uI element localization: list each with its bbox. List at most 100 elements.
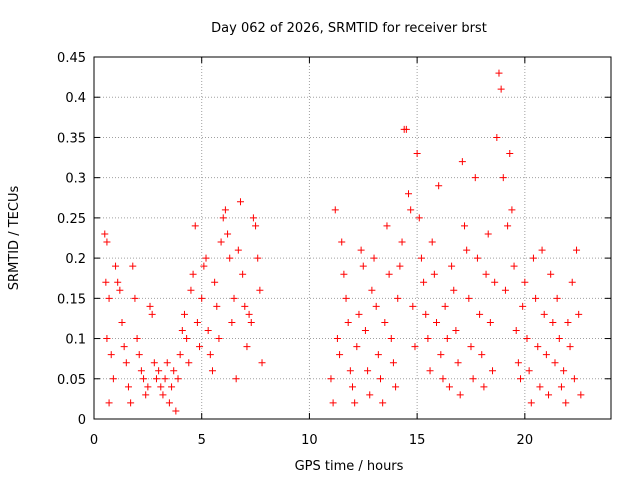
- chart-title: Day 062 of 2026, SRMTID for receiver brs…: [211, 21, 487, 36]
- data-point: [336, 351, 344, 359]
- data-point: [519, 302, 527, 310]
- data-point: [135, 351, 143, 359]
- data-point: [517, 375, 525, 383]
- data-point: [495, 69, 503, 77]
- data-point: [101, 230, 109, 238]
- data-point: [411, 343, 419, 351]
- data-point: [374, 351, 382, 359]
- data-point: [564, 318, 572, 326]
- grid-layer: [94, 57, 611, 419]
- data-point: [456, 391, 464, 399]
- data-point: [461, 222, 469, 230]
- data-point: [368, 286, 376, 294]
- data-point: [570, 375, 578, 383]
- data-point: [484, 230, 492, 238]
- data-point: [577, 391, 585, 399]
- data-point: [127, 399, 135, 407]
- data-point: [510, 262, 518, 270]
- x-tick-label: 10: [301, 433, 318, 448]
- data-point: [426, 367, 434, 375]
- data-point: [435, 182, 443, 190]
- data-point: [497, 85, 505, 93]
- data-point: [452, 327, 460, 335]
- data-point: [189, 270, 197, 278]
- data-point: [433, 318, 441, 326]
- data-point: [551, 359, 559, 367]
- x-tick-label: 5: [198, 433, 206, 448]
- data-point: [549, 318, 557, 326]
- data-point: [174, 375, 182, 383]
- data-point: [161, 375, 169, 383]
- y-tick-label: 0.3: [65, 172, 86, 187]
- data-point: [396, 262, 404, 270]
- data-point: [243, 343, 251, 351]
- data-point: [105, 294, 113, 302]
- data-point: [150, 359, 158, 367]
- data-point: [236, 198, 244, 206]
- data-point: [506, 150, 514, 158]
- data-point: [187, 286, 195, 294]
- ticks-layer: 0 0.05 0.1 0.15 0.2 0.25 0.3 0.35 0.4 0.45 0 5 10 15 2…: [57, 51, 611, 448]
- data-point: [232, 375, 240, 383]
- data-point: [338, 238, 346, 246]
- data-point: [157, 383, 165, 391]
- data-point: [122, 359, 130, 367]
- x-axis-label: GPS time / hours: [295, 459, 404, 474]
- data-point: [415, 214, 423, 222]
- data-point: [198, 294, 206, 302]
- y-axis-label: SRMTID / TECUs: [7, 186, 22, 291]
- data-point: [185, 359, 193, 367]
- data-point: [392, 383, 400, 391]
- data-point: [254, 254, 262, 262]
- data-point: [405, 190, 413, 198]
- data-point: [463, 246, 471, 254]
- data-point: [482, 270, 490, 278]
- data-point: [342, 294, 350, 302]
- data-point: [200, 262, 208, 270]
- data-point: [333, 335, 341, 343]
- data-point: [168, 383, 176, 391]
- data-point: [105, 399, 113, 407]
- data-point: [575, 310, 583, 318]
- data-point: [355, 310, 363, 318]
- data-point: [165, 399, 173, 407]
- data-point: [542, 351, 550, 359]
- data-point: [234, 246, 242, 254]
- data-point: [387, 335, 395, 343]
- data-point: [385, 270, 393, 278]
- y-tick-label: 0.1: [65, 333, 86, 348]
- data-point: [407, 206, 415, 214]
- data-point: [213, 302, 221, 310]
- data-point: [465, 294, 473, 302]
- data-point: [120, 343, 128, 351]
- y-tick-label: 0.45: [57, 51, 86, 66]
- data-point: [228, 318, 236, 326]
- data-point: [560, 367, 568, 375]
- data-point: [536, 383, 544, 391]
- data-point: [441, 302, 449, 310]
- data-point: [241, 302, 249, 310]
- data-point: [344, 318, 352, 326]
- data-point: [467, 343, 475, 351]
- data-point: [327, 375, 335, 383]
- data-point: [247, 318, 255, 326]
- data-point: [144, 383, 152, 391]
- data-point: [112, 262, 120, 270]
- y-tick-label: 0.35: [57, 131, 86, 146]
- data-point: [124, 383, 132, 391]
- data-point: [366, 391, 374, 399]
- data-point: [211, 278, 219, 286]
- data-point: [140, 375, 148, 383]
- data-point: [538, 246, 546, 254]
- data-point: [439, 375, 447, 383]
- data-point: [448, 262, 456, 270]
- data-point: [478, 351, 486, 359]
- data-point: [532, 294, 540, 302]
- data-point: [372, 302, 380, 310]
- data-point: [256, 286, 264, 294]
- data-point: [155, 367, 163, 375]
- data-point: [534, 343, 542, 351]
- data-point: [172, 407, 180, 415]
- data-point: [204, 327, 212, 335]
- data-point: [357, 246, 365, 254]
